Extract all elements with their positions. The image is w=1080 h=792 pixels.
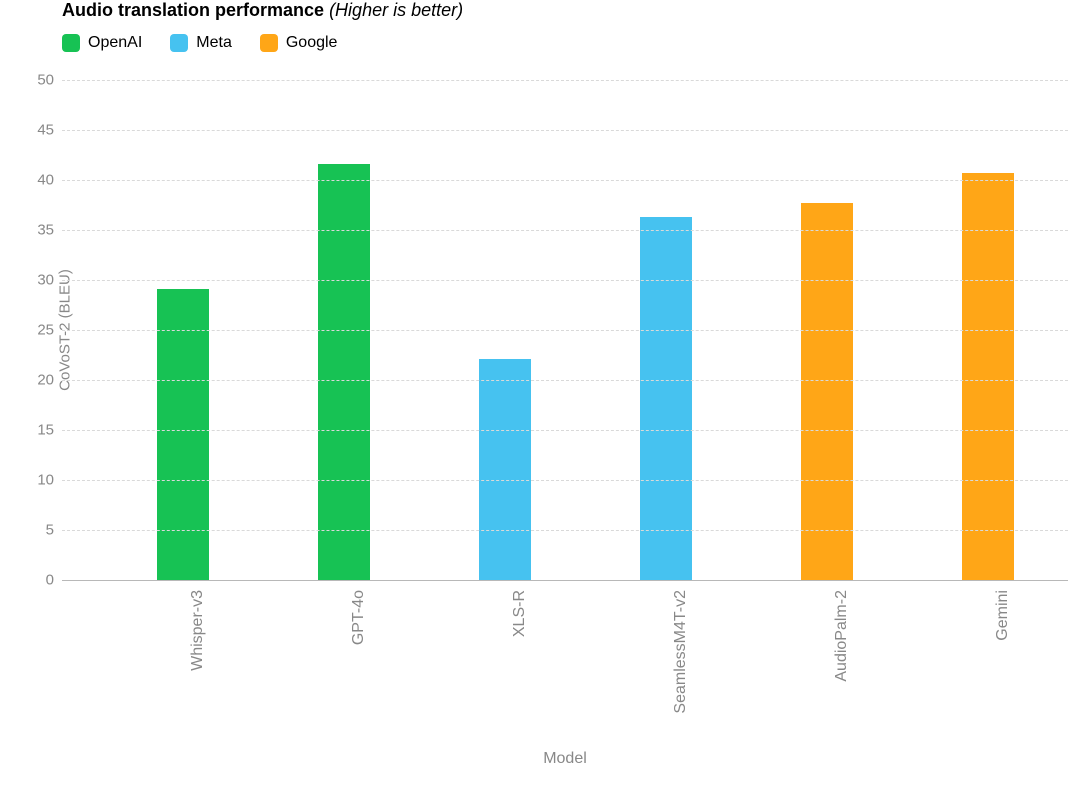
x-tick-label: Whisper-v3 <box>189 590 207 671</box>
legend-swatch <box>170 34 188 52</box>
gridline <box>62 130 1068 131</box>
y-tick-label: 30 <box>26 272 54 289</box>
gridline <box>62 530 1068 531</box>
y-tick-label: 20 <box>26 372 54 389</box>
x-tick-label: Gemini <box>994 590 1012 641</box>
chart-legend: OpenAI Meta Google <box>62 34 337 52</box>
bar <box>801 203 853 580</box>
gridline <box>62 230 1068 231</box>
gridline <box>62 430 1068 431</box>
x-axis-baseline <box>62 580 1068 581</box>
bar <box>640 217 692 580</box>
legend-swatch <box>62 34 80 52</box>
gridline <box>62 180 1068 181</box>
y-tick-label: 50 <box>26 72 54 89</box>
y-tick-label: 25 <box>26 322 54 339</box>
chart-title-main: Audio translation performance <box>62 0 324 20</box>
y-tick-label: 10 <box>26 472 54 489</box>
bar <box>157 289 209 580</box>
legend-label: Google <box>286 34 338 52</box>
gridline <box>62 380 1068 381</box>
bar <box>479 359 531 580</box>
x-tick-label: SeamlessM4T-v2 <box>672 590 690 714</box>
chart-title: Audio translation performance (Higher is… <box>62 0 463 21</box>
legend-label: OpenAI <box>88 34 142 52</box>
chart-plot-area: CoVoST-2 (BLEU) 05101520253035404550 <box>62 80 1068 580</box>
y-tick-label: 15 <box>26 422 54 439</box>
x-tick-label: XLS-R <box>511 590 529 637</box>
gridline <box>62 330 1068 331</box>
legend-label: Meta <box>196 34 232 52</box>
x-tick-label: AudioPalm-2 <box>833 590 851 682</box>
legend-swatch <box>260 34 278 52</box>
y-tick-label: 35 <box>26 222 54 239</box>
gridline <box>62 480 1068 481</box>
audio-translation-chart: Audio translation performance (Higher is… <box>62 0 1068 792</box>
chart-title-subtitle: (Higher is better) <box>329 0 463 20</box>
gridline <box>62 80 1068 81</box>
bar <box>318 164 370 580</box>
x-tick-label: GPT-4o <box>350 590 368 645</box>
y-tick-label: 40 <box>26 172 54 189</box>
legend-item: Meta <box>170 34 232 52</box>
legend-item: Google <box>260 34 338 52</box>
gridline <box>62 280 1068 281</box>
legend-item: OpenAI <box>62 34 142 52</box>
y-tick-label: 0 <box>26 572 54 589</box>
y-tick-label: 5 <box>26 522 54 539</box>
x-axis-title: Model <box>62 750 1068 768</box>
y-tick-label: 45 <box>26 122 54 139</box>
bar <box>962 173 1014 580</box>
